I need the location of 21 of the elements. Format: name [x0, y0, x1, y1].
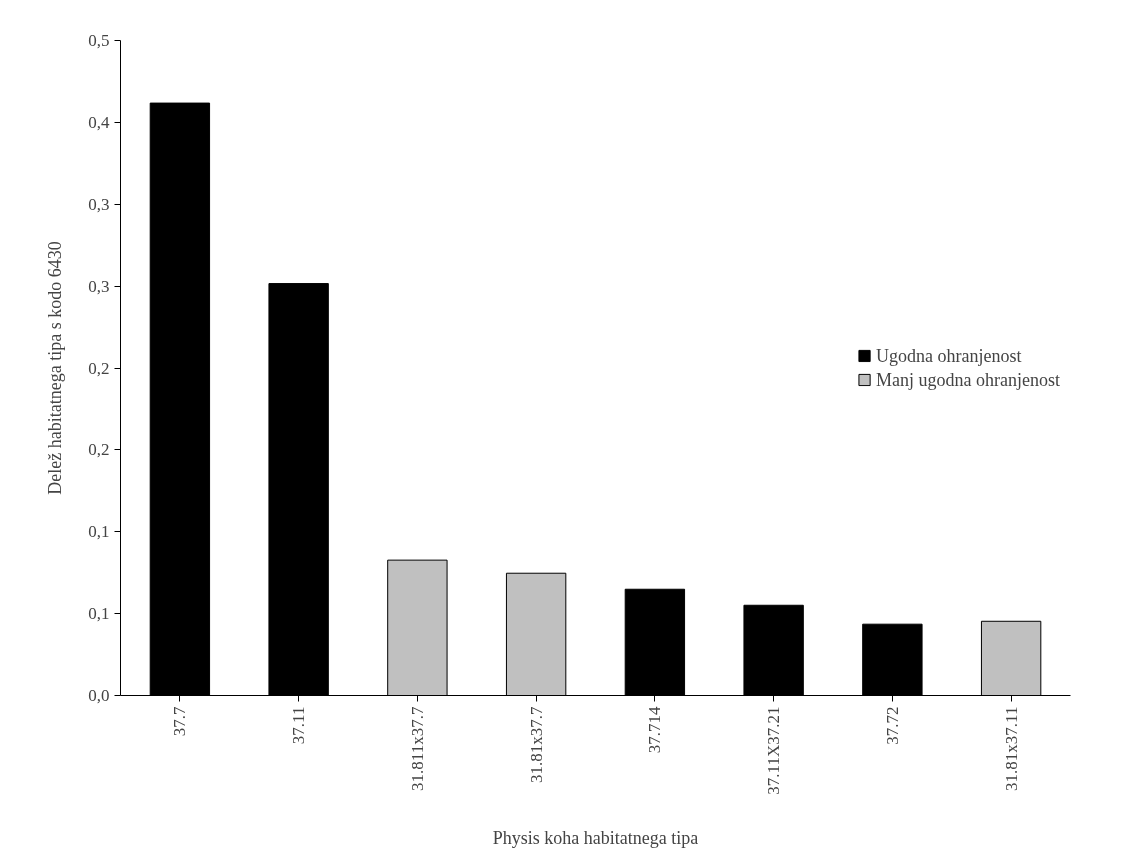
y-tick-label: 0,2: [88, 440, 110, 460]
y-tick-label: 0,0: [88, 686, 110, 705]
y-tick-label: 0,3: [88, 194, 110, 214]
x-axis-title: Physis koha habitatnega tipa: [492, 827, 699, 848]
legend-label: Manj ugodna ohranjenost: [876, 369, 1060, 390]
y-tick-label: 0,2: [88, 358, 110, 378]
x-tick-label: 31.81x37.11: [1001, 706, 1021, 791]
y-tick-label: 0,4: [88, 112, 110, 132]
y-tick-label: 0,5: [88, 31, 110, 50]
legend-label: Ugodna ohranjenost: [876, 345, 1022, 366]
x-tick-label: 31.811x37.7: [407, 706, 427, 791]
x-tick-label: 37.11: [289, 706, 309, 745]
x-tick-label: 37.7: [170, 706, 190, 737]
y-tick-label: 0,3: [88, 276, 110, 296]
x-tick-label: 37.714: [645, 706, 665, 754]
x-tick-label: 37.72: [882, 706, 902, 745]
y-tick-label: 0,1: [88, 604, 110, 624]
x-tick-label: 31.81x37.7: [526, 706, 546, 783]
y-tick-label: 0,1: [88, 522, 110, 542]
x-tick-label: 37.11X37.21: [764, 706, 784, 795]
y-axis-title: Delež habitatnega tipa s kodo 6430: [45, 241, 66, 495]
